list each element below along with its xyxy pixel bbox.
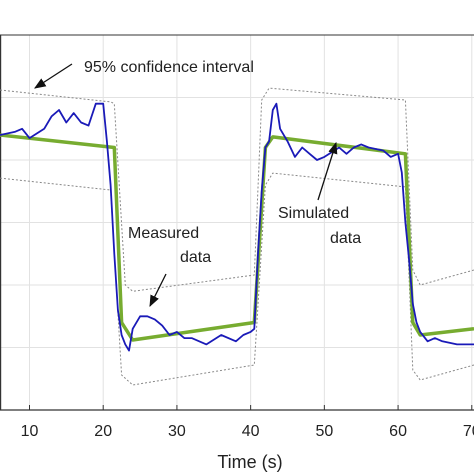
series-line	[0, 172, 474, 386]
annotation: data	[330, 230, 361, 247]
x-tick-label: 40	[242, 423, 260, 440]
annotation: 95% confidence interval	[84, 59, 254, 76]
x-tick-label: 50	[315, 423, 333, 440]
series-line	[0, 102, 474, 352]
x-tick-label: 60	[389, 423, 407, 440]
annotation: Measured	[128, 225, 199, 242]
annotation-arrow	[149, 273, 167, 308]
x-tick-label: 10	[21, 423, 39, 440]
x-tick-label: 30	[168, 423, 186, 440]
annotation: Simulated	[278, 205, 349, 222]
series-line	[0, 133, 474, 342]
annotation-arrow	[317, 141, 338, 201]
x-tick-label: 70	[463, 423, 474, 440]
x-axis-label: Time (s)	[217, 452, 282, 472]
series-line	[0, 87, 474, 292]
x-tick-label: 20	[94, 423, 112, 440]
annotation: data	[180, 249, 211, 266]
annotation-arrow	[34, 63, 73, 89]
